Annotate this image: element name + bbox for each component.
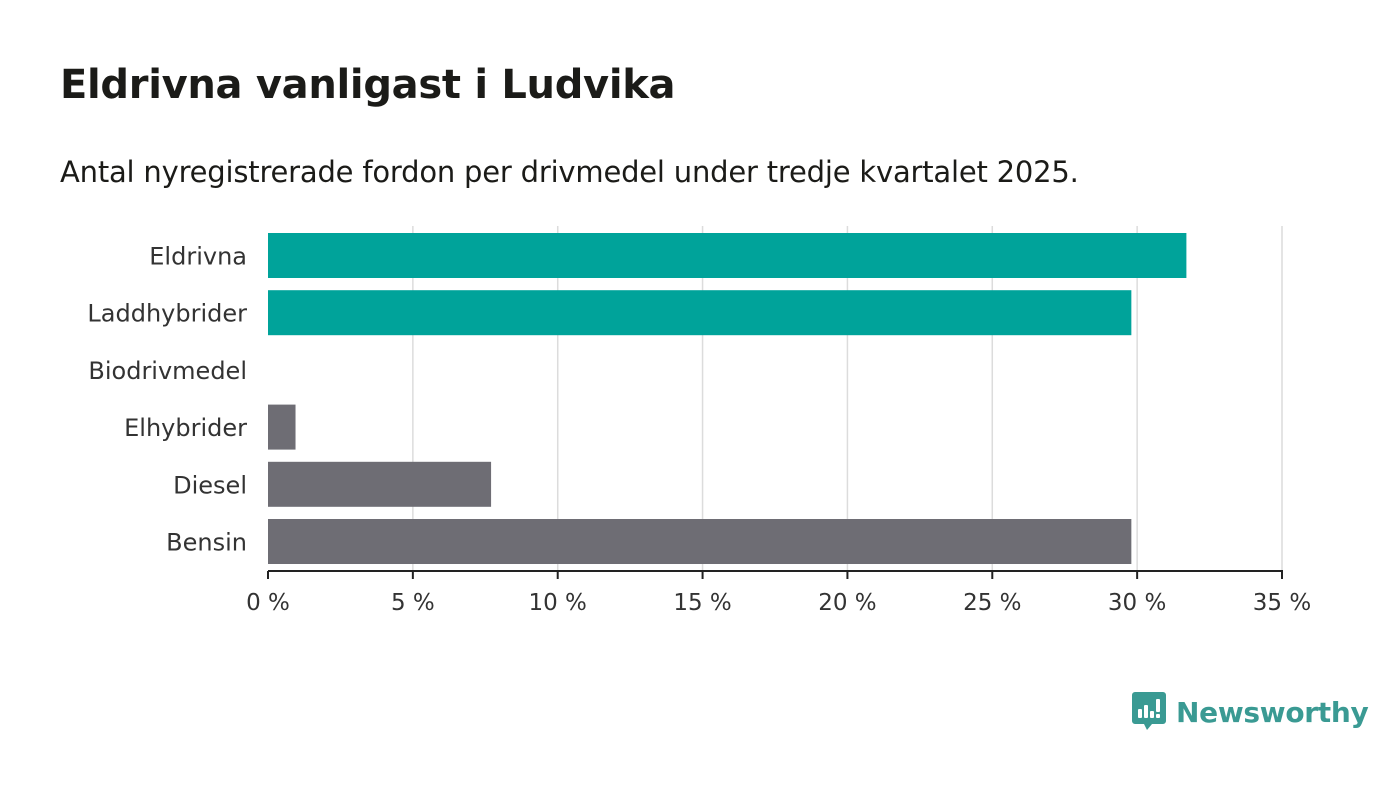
bar-bensin bbox=[268, 519, 1132, 564]
category-label: Eldrivna bbox=[149, 243, 247, 271]
chart-subtitle: Antal nyregistrerade fordon per drivmede… bbox=[60, 155, 1079, 189]
category-label: Bensin bbox=[166, 529, 247, 557]
x-tick-label: 15 % bbox=[673, 590, 731, 616]
bar-laddhybrider bbox=[268, 290, 1132, 336]
x-tick-label: 5 % bbox=[391, 590, 435, 616]
x-tick-label: 25 % bbox=[963, 590, 1021, 616]
x-tick-label: 35 % bbox=[1253, 590, 1311, 616]
x-tick-label: 0 % bbox=[246, 590, 290, 616]
newsworthy-logo-text: Newsworthy bbox=[1176, 695, 1369, 729]
x-tick-label: 10 % bbox=[528, 590, 586, 616]
bar-diesel bbox=[268, 461, 492, 507]
bar-eldrivna bbox=[268, 233, 1187, 278]
newsworthy-logo: Newsworthy bbox=[1132, 692, 1369, 732]
bar-elhybrider bbox=[268, 404, 296, 450]
x-tick-label: 30 % bbox=[1108, 590, 1166, 616]
category-label: Laddhybrider bbox=[87, 300, 247, 328]
x-tick-label: 20 % bbox=[818, 590, 876, 616]
category-label: Diesel bbox=[173, 471, 247, 499]
category-label: Biodrivmedel bbox=[88, 357, 247, 385]
category-label: Elhybrider bbox=[124, 414, 247, 442]
chart-title: Eldrivna vanligast i Ludvika bbox=[60, 62, 676, 108]
newsworthy-logo-icon bbox=[1132, 692, 1166, 730]
